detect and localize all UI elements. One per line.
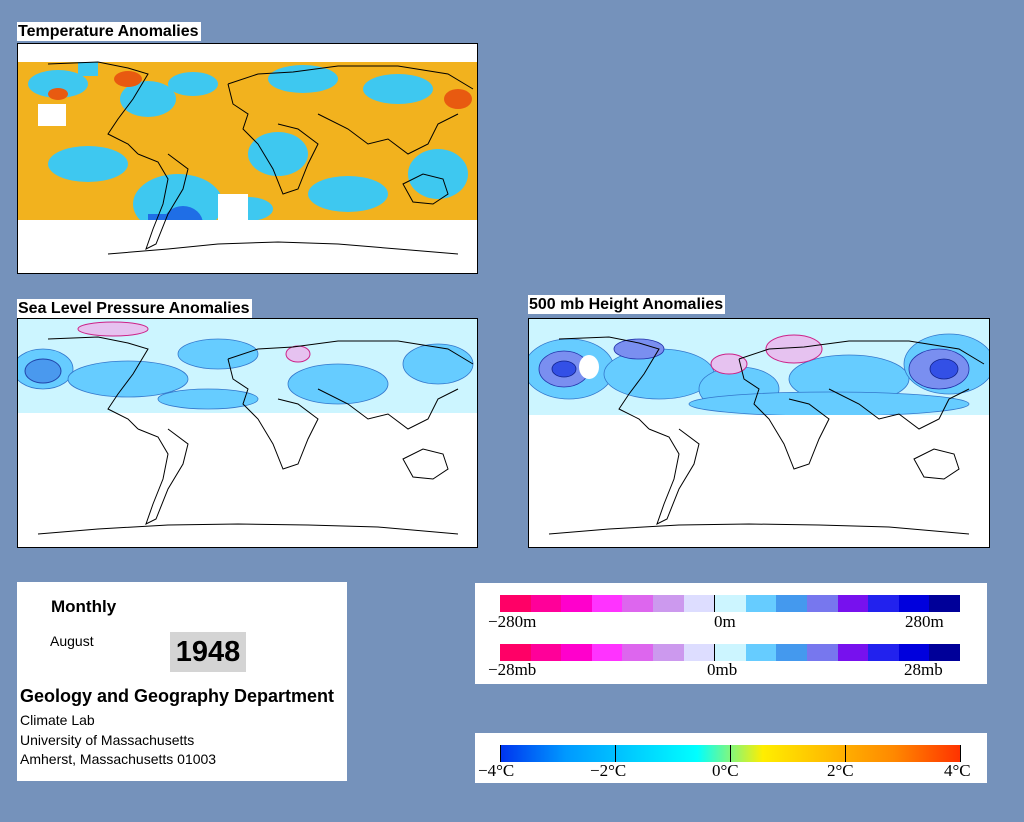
slp-coastlines — [37, 336, 474, 535]
temp-zero-label: 0°C — [712, 761, 739, 780]
color-bar-segment — [714, 644, 746, 661]
temperature-tick — [615, 745, 616, 762]
temp-plus4-label: 4°C — [944, 761, 971, 780]
color-bar-segment — [929, 644, 960, 661]
slp-panel-title: Sea Level Pressure Anomalies — [17, 299, 252, 318]
temperature-tick — [960, 745, 961, 762]
height-color-bar — [500, 595, 960, 612]
color-bar-segment — [652, 595, 684, 612]
color-bar-segment — [745, 595, 777, 612]
pressure-color-bar — [500, 644, 960, 661]
temp-plus2-label: 2°C — [827, 761, 854, 780]
color-bar-segment — [776, 595, 807, 612]
color-bar-segment — [929, 595, 960, 612]
period-label: Monthly — [51, 597, 117, 616]
color-bar-segment — [652, 644, 684, 661]
temperature-tick — [500, 745, 501, 762]
color-bar-segment — [776, 644, 807, 661]
height-min-label: −280m — [488, 612, 537, 631]
height-pressure-legend: −280m 0m 280m −28mb 0mb 28mb — [475, 583, 987, 684]
color-bar-segment — [500, 644, 531, 661]
temperature-anomaly-map[interactable] — [17, 43, 478, 274]
color-bar-segment — [683, 644, 715, 661]
year-display: 1948 — [170, 632, 246, 672]
info-box: Monthly August 1948 Geology and Geograph… — [17, 582, 347, 781]
color-bar-segment — [837, 595, 869, 612]
address-line: Amherst, Massachusetts 01003 — [20, 751, 217, 767]
slp-field-positive — [77, 321, 311, 363]
color-bar-segment — [868, 595, 899, 612]
color-bar-segment — [622, 644, 653, 661]
temperature-color-bar — [500, 745, 961, 762]
color-bar-segment — [837, 644, 869, 661]
color-bar-segment — [683, 595, 715, 612]
color-bar-segment — [500, 595, 531, 612]
height-zero-label: 0m — [714, 612, 736, 631]
color-bar-segment — [868, 644, 899, 661]
color-bar-segment — [530, 595, 562, 612]
color-bar-segment — [806, 595, 838, 612]
color-bar-segment — [714, 595, 746, 612]
color-bar-segment — [561, 595, 592, 612]
color-bar-segment — [530, 644, 562, 661]
temp-coastlines — [47, 61, 474, 255]
color-bar-segment — [591, 644, 623, 661]
height500-panel-title: 500 mb Height Anomalies — [528, 295, 726, 314]
department-name: Geology and Geography Department — [20, 686, 335, 706]
temp-minus2-label: −2°C — [590, 761, 627, 780]
temperature-panel-title: Temperature Anomalies — [17, 22, 201, 41]
month-label: August — [50, 633, 94, 649]
color-bar-segment — [745, 644, 777, 661]
height-max-label: 280m — [905, 612, 944, 631]
temperature-tick — [730, 745, 731, 762]
h500-coastlines — [548, 336, 985, 535]
color-bar-segment — [806, 644, 838, 661]
color-bar-segment — [622, 595, 653, 612]
temperature-legend: −4°C −2°C 0°C 2°C 4°C — [475, 733, 987, 783]
lab-name: Climate Lab — [20, 712, 95, 728]
height-500mb-anomaly-map[interactable] — [528, 318, 990, 548]
pressure-max-label: 28mb — [904, 660, 943, 679]
color-bar-segment — [561, 644, 592, 661]
pressure-zero-label: 0mb — [707, 660, 738, 679]
sea-level-pressure-anomaly-map[interactable] — [17, 318, 478, 548]
temperature-tick — [845, 745, 846, 762]
color-bar-segment — [898, 595, 930, 612]
temp-minus4-label: −4°C — [478, 761, 515, 780]
h500-field-positive — [710, 334, 823, 375]
pressure-min-label: −28mb — [488, 660, 537, 679]
university-name: University of Massachusetts — [20, 732, 195, 748]
color-bar-segment — [591, 595, 623, 612]
color-bar-segment — [898, 644, 930, 661]
